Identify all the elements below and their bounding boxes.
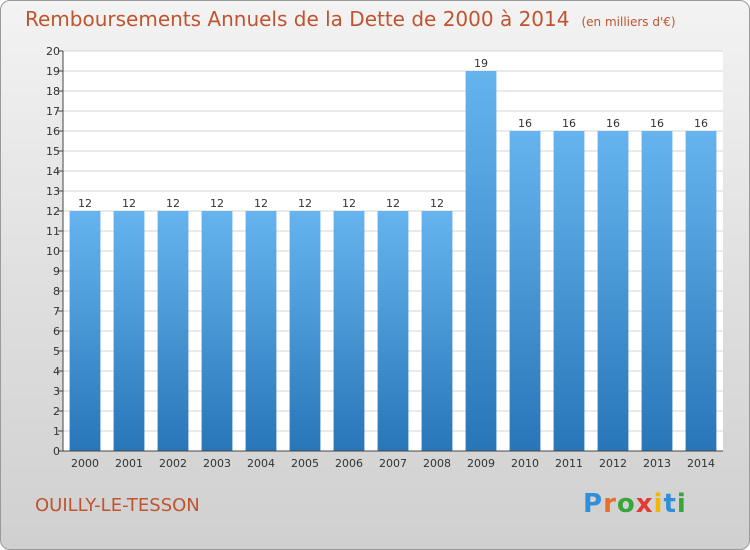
- y-tick-label: 3: [53, 385, 60, 398]
- x-tick-label: 2010: [511, 457, 539, 470]
- y-tick-label: 15: [46, 145, 60, 158]
- y-tick-label: 12: [46, 205, 60, 218]
- logo-letter: o: [616, 489, 636, 519]
- x-tick-label: 2012: [599, 457, 627, 470]
- x-tick-label: 2006: [335, 457, 363, 470]
- x-tick-label: 2014: [687, 457, 715, 470]
- x-tick-label: 2011: [555, 457, 583, 470]
- y-tick-label: 0: [53, 445, 60, 458]
- bar: [641, 131, 673, 451]
- bar: [597, 131, 629, 451]
- x-tick-label: 2005: [291, 457, 319, 470]
- bar-value-label: 12: [342, 197, 356, 210]
- bar-value-label: 12: [210, 197, 224, 210]
- y-tick-label: 17: [46, 105, 60, 118]
- bars: 12 12 12 12 12 12 12 12 12 19 16 16 16 16 16: [69, 57, 717, 451]
- logo-letter: r: [603, 489, 617, 519]
- y-tick-label: 19: [46, 65, 60, 78]
- bar: [333, 211, 365, 451]
- y-tick-label: 18: [46, 85, 60, 98]
- bar: [201, 211, 233, 451]
- bar: [157, 211, 189, 451]
- bar-value-label: 12: [166, 197, 180, 210]
- bar-value-label: 16: [606, 117, 620, 130]
- y-tick-label: 11: [46, 225, 60, 238]
- bar: [465, 71, 497, 451]
- bar-value-label: 12: [78, 197, 92, 210]
- bar: [289, 211, 321, 451]
- bar-value-label: 12: [430, 197, 444, 210]
- bar-value-label: 12: [386, 197, 400, 210]
- x-tick-label: 2013: [643, 457, 671, 470]
- x-tick-label: 2000: [71, 457, 99, 470]
- bar-value-label: 12: [298, 197, 312, 210]
- y-tick-label: 4: [53, 365, 60, 378]
- x-tick-label: 2009: [467, 457, 495, 470]
- y-tick-label: 16: [46, 125, 60, 138]
- bar: [245, 211, 277, 451]
- bar: [553, 131, 585, 451]
- bar: [69, 211, 101, 451]
- logo-letter: P: [583, 489, 604, 519]
- bar: [377, 211, 409, 451]
- place-name: OUILLY-LE-TESSON: [35, 495, 200, 516]
- bar-value-label: 16: [518, 117, 532, 130]
- y-tick-label: 14: [46, 165, 60, 178]
- x-tick-label: 2007: [379, 457, 407, 470]
- y-tick-label: 7: [53, 305, 60, 318]
- x-tick-label: 2001: [115, 457, 143, 470]
- logo-letter: i: [653, 489, 664, 519]
- proxiti-logo: Proxiti: [583, 489, 687, 519]
- chart-title-text: Remboursements Annuels de la Dette de 20…: [25, 7, 570, 31]
- bar-value-label: 16: [562, 117, 576, 130]
- x-tick-label: 2003: [203, 457, 231, 470]
- bar: [685, 131, 717, 451]
- chart-title: Remboursements Annuels de la Dette de 20…: [25, 7, 676, 31]
- y-tick-label: 2: [53, 405, 60, 418]
- x-tick-label: 2002: [159, 457, 187, 470]
- bar: [113, 211, 145, 451]
- y-tick-label: 8: [53, 285, 60, 298]
- bar-value-label: 16: [650, 117, 664, 130]
- y-tick-label: 10: [46, 245, 60, 258]
- y-tick-label: 13: [46, 185, 60, 198]
- bar-value-label: 12: [254, 197, 268, 210]
- y-tick-label: 9: [53, 265, 60, 278]
- logo-letter: t: [663, 489, 677, 519]
- logo-letter: i: [676, 489, 687, 519]
- x-axis: 2000 2001 2002 2003 2004 2005 2006 2007 2008 2009…: [63, 450, 723, 470]
- bar-value-label: 16: [694, 117, 708, 130]
- y-tick-label: 1: [53, 425, 60, 438]
- y-tick-label: 20: [46, 45, 60, 58]
- bar-value-label: 19: [474, 57, 488, 70]
- logo-letter: x: [635, 489, 654, 519]
- chart-unit: (en milliers d'€): [581, 15, 676, 29]
- bar: [421, 211, 453, 451]
- bar: [509, 131, 541, 451]
- y-tick-label: 6: [53, 325, 60, 338]
- x-tick-label: 2008: [423, 457, 451, 470]
- bar-value-label: 12: [122, 197, 136, 210]
- x-tick-label: 2004: [247, 457, 275, 470]
- y-tick-label: 5: [53, 345, 60, 358]
